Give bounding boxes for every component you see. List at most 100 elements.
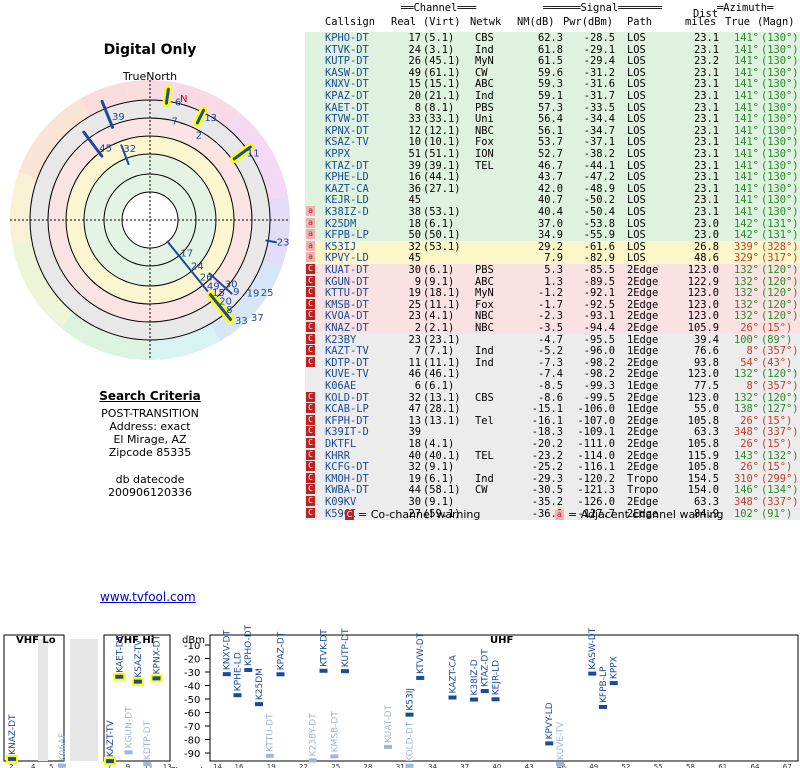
table-row[interactable]: C KMSB-DT 25 (11.1) Fox -1.7 -92.5 2Edge 123.0 13… — [305, 298, 800, 311]
table-row[interactable]: a KPVY-LD 45 7.9 -82.9 LOS 48.6 329° (317°) — [305, 252, 800, 265]
cell-cs[interactable]: KUVE-TV — [325, 368, 369, 381]
cell-cs[interactable]: KPVY-LD — [325, 252, 369, 265]
table-row[interactable]: C KAZT-TV 7 (7.1) Ind -5.2 -96.0 1Edge 76.6 8° (35… — [305, 345, 800, 358]
table-row[interactable]: C KWBA-DT 44 (58.1) CW -30.5 -121.3 Tropo 154.0 1… — [305, 484, 800, 497]
cell-virt: (23.1) — [423, 333, 461, 346]
cell-cs[interactable]: K53IJ — [325, 240, 357, 253]
cell-cs[interactable]: KTTU-DT — [325, 287, 369, 300]
table-row[interactable]: KTVK-DT 24 (3.1) Ind 61.8 -29.1 LOS 23.1 141° (13… — [305, 43, 800, 56]
cell-nm: 56.4 — [537, 113, 563, 126]
table-row[interactable]: C K09KV 30 (9.1) -35.2 -126.0 2Edge 63.3 348° (33… — [305, 496, 800, 508]
table-row[interactable]: C K23BY 23 (23.1) -4.7 -95.5 1Edge 39.4 100° (89°… — [305, 333, 800, 346]
cell-cs[interactable]: K09KV — [325, 496, 357, 508]
table-row[interactable]: C KGUN-DT 9 (9.1) ABC 1.3 -89.5 2Edge 122.9 132°(… — [305, 275, 800, 288]
table-row[interactable]: KAET-DT 8 (8.1) PBS 57.3 -33.5 LOS 23.1 141° (130… — [305, 101, 800, 114]
table-row[interactable]: KSAZ-TV 10 (10.1) Fox 53.7 -37.1 LOS 23.1 141° (1… — [305, 136, 800, 149]
cell-cs[interactable]: KPNX-DT — [325, 124, 369, 137]
table-row[interactable]: a K53IJ 32 (53.1) 29.2 -61.6 LOS 26.8 339° (328°) — [305, 240, 800, 253]
table-row[interactable]: KPHE-LD 16 (44.1) 43.7 -47.2 LOS 23.1 141° (130°… — [305, 171, 800, 184]
cell-cs[interactable]: KNXV-DT — [325, 78, 369, 91]
table-row[interactable]: C KCAB-LP 47 (28.1) -15.1 -106.0 1Edge 55.0 138°… — [305, 403, 800, 416]
cell-cs[interactable]: KOLD-DT — [325, 391, 369, 404]
cell-cs[interactable]: KUAT-DT — [325, 264, 369, 276]
cell-cs[interactable]: KASW-DT — [325, 66, 369, 79]
tvfool-link[interactable]: www.tvfool.com — [100, 590, 196, 604]
cell-cs[interactable]: KDTP-DT — [325, 356, 369, 369]
cell-cs[interactable]: DKTFL — [325, 438, 357, 450]
cell-tr: 100° — [733, 333, 759, 346]
table-row[interactable]: C KNAZ-DT 2 (2.1) NBC -3.5 -94.4 2Edge 105.9 26°(… — [305, 322, 800, 334]
table-row[interactable]: KPHO-DT 17 (5.1) CBS 62.3 -28.5 LOS 23.1 141° (13… — [305, 32, 800, 44]
table-row[interactable]: KPNX-DT 12 (12.1) NBC 56.1 -34.7 LOS 23.1 141° (1… — [305, 124, 800, 137]
cell-virt: (15.1) — [423, 78, 461, 91]
cell-cs[interactable]: KMSB-DT — [325, 298, 369, 311]
cell-cs[interactable]: KNAZ-DT — [325, 322, 369, 334]
station-direction-bar — [232, 145, 252, 161]
table-row[interactable]: a K38IZ-D 38 (53.1) 40.4 -50.4 LOS 23.1 141° (130… — [305, 206, 800, 218]
table-row[interactable]: C KVOA-DT 23 (4.1) NBC -2.3 -93.1 2Edge 123.0 132… — [305, 310, 800, 323]
cell-cs[interactable]: KSAZ-TV — [325, 136, 369, 149]
table-row[interactable]: a K25DM 18 (6.1) 37.0 -53.8 LOS 23.0 142° (131°) — [305, 217, 800, 230]
table-row[interactable]: KTVW-DT 33 (33.1) Uni 56.4 -34.4 LOS 23.1 141° (1… — [305, 113, 800, 126]
cell-path: 1Edge — [627, 403, 659, 416]
table-row[interactable]: C KDTP-DT 11 (11.1) Ind -7.3 -98.2 2Edge 93.8 54°… — [305, 356, 800, 369]
cell-cs[interactable]: KFPB-LP — [325, 229, 369, 242]
cell-cs[interactable]: KAZT-CA — [325, 182, 369, 195]
table-row[interactable]: KAZT-CA 36 (27.1) 42.0 -48.9 LOS 23.1 141° (130°… — [305, 182, 800, 195]
cell-cs[interactable]: KWBA-DT — [325, 484, 369, 497]
cell-path: LOS — [627, 113, 646, 126]
cell-cs[interactable]: KVOA-DT — [325, 310, 369, 323]
table-row[interactable]: C DKTFL 18 (4.1) -20.2 -111.0 2Edge 105.8 26° (15… — [305, 438, 800, 450]
table-row[interactable]: KPAZ-DT 20 (21.1) Ind 59.1 -31.7 LOS 23.1 141° (1… — [305, 90, 800, 102]
table-row[interactable]: C K39IT-D 39 -18.3 -109.1 2Edge 63.3 348° (337°) — [305, 426, 800, 439]
cell-cs[interactable]: KPHE-LD — [325, 171, 369, 184]
cell-mi: 23.1 — [693, 159, 719, 172]
cell-path: 2Edge — [627, 368, 659, 381]
cell-cs[interactable]: KFPH-DT — [325, 414, 369, 427]
cell-cs[interactable]: KHRR — [325, 449, 351, 462]
cell-cs[interactable]: KEJR-LD — [325, 194, 369, 207]
cell-real: 50 — [408, 229, 421, 242]
cell-cs[interactable]: K06AE — [325, 380, 357, 392]
table-row[interactable]: C KHRR 40 (40.1) TEL -23.2 -114.0 2Edge 115.9 143… — [305, 449, 800, 462]
table-row[interactable]: KTAZ-DT 39 (39.1) TEL 46.7 -44.1 LOS 23.1 141° (1… — [305, 159, 800, 172]
table-row[interactable]: a KFPB-LP 50 (50.1) 34.9 -55.9 LOS 23.0 142° (131… — [305, 229, 800, 242]
cell-cs[interactable]: KCFG-DT — [325, 461, 369, 474]
cell-cs[interactable]: KPHO-DT — [325, 32, 369, 44]
table-row[interactable]: C KMOH-DT 19 (6.1) Ind -29.3 -120.2 Tropo 154.5 3… — [305, 472, 800, 485]
cell-tr: 141° — [733, 55, 759, 68]
table-row[interactable]: C K59CI 27 (59.1) -36.9 -127.7 2Edge 84.9 102° (9… — [305, 507, 800, 520]
table-row[interactable]: KPPX 51 (51.1) ION 52.7 -38.2 LOS 23.1 141° (130°… — [305, 148, 800, 160]
table-row[interactable]: C KFPH-DT 13 (13.1) Tel -16.1 -107.0 2Edge 105.8… — [305, 414, 800, 427]
table-row[interactable]: KNXV-DT 15 (15.1) ABC 59.3 -31.6 LOS 23.1 141° (1… — [305, 78, 800, 91]
table-row[interactable]: K06AE 6 (6.1) -8.5 -99.3 1Edge 77.5 8° (357°) — [305, 380, 800, 392]
cell-cs[interactable]: KAZT-TV — [325, 345, 369, 358]
cell-cs[interactable]: KAET-DT — [325, 101, 369, 114]
cell-cs[interactable]: KPAZ-DT — [325, 90, 369, 102]
cell-cs[interactable]: KTAZ-DT — [325, 159, 369, 172]
cell-cs[interactable]: KCAB-LP — [325, 403, 369, 416]
cell-cs[interactable]: KTVW-DT — [325, 113, 369, 126]
table-row[interactable]: C KCFG-DT 32 (9.1) -25.2 -116.1 2Edge 105.8 26°(… — [305, 461, 800, 474]
table-row[interactable]: KUVE-TV 46 (46.1) -7.4 -98.2 2Edge 123.0 132° (1… — [305, 368, 800, 381]
cell-cs[interactable]: K25DM — [325, 217, 357, 230]
cell-net: ABC — [475, 275, 494, 288]
table-row[interactable]: C KOLD-DT 32 (13.1) CBS -8.6 -99.5 2Edge 123.0 13… — [305, 391, 800, 404]
table-row[interactable]: KEJR-LD 45 40.7 -50.2 LOS 23.1 141° (130°) — [305, 194, 800, 207]
table-row[interactable]: C KTTU-DT 19 (18.1) MyN -1.2 -92.1 2Edge 123.0 13… — [305, 287, 800, 300]
table-row[interactable]: KUTP-DT 26 (45.1) MyN 61.5 -29.4 LOS 23.2 141° (1… — [305, 55, 800, 68]
station-label: KDTP-DT — [143, 720, 153, 760]
cell-tr: 143° — [733, 449, 759, 462]
cell-cs[interactable]: K39IT-D — [325, 426, 369, 439]
table-row[interactable]: KASW-DT 49 (61.1) CW 59.6 -31.2 LOS 23.1 141° (13… — [305, 66, 800, 79]
cell-cs[interactable]: KPPX — [325, 148, 351, 160]
cell-tr: 132° — [733, 368, 759, 381]
cell-cs[interactable]: K23BY — [325, 333, 357, 346]
cell-cs[interactable]: KTVK-DT — [325, 43, 369, 56]
cell-cs[interactable]: K38IZ-D — [325, 206, 369, 218]
table-row[interactable]: C KUAT-DT 30 (6.1) PBS 5.3 -85.5 2Edge 123.0 132°… — [305, 264, 800, 276]
cell-tr: 142° — [733, 217, 759, 230]
cell-cs[interactable]: KUTP-DT — [325, 55, 369, 68]
cell-cs[interactable]: KGUN-DT — [325, 275, 369, 288]
cell-cs[interactable]: KMOH-DT — [325, 472, 369, 485]
